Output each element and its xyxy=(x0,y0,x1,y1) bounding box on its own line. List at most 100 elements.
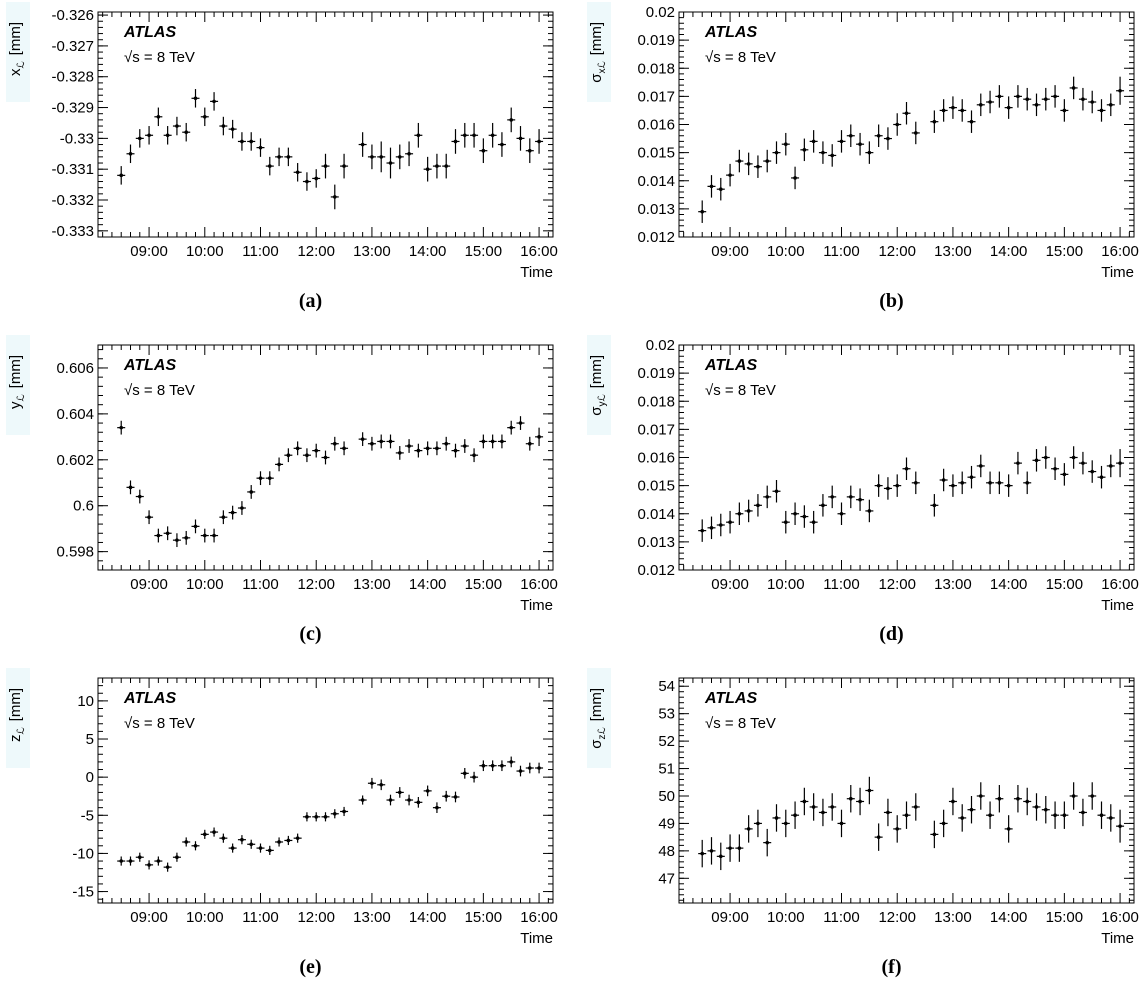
point-marker xyxy=(951,483,955,488)
point-marker xyxy=(700,528,705,533)
point-marker xyxy=(997,796,1002,801)
point-marker xyxy=(811,520,816,524)
xtick-label: 13:00 xyxy=(934,243,972,260)
xtick-label: 11:00 xyxy=(823,243,859,260)
point-marker xyxy=(342,809,346,814)
point-marker xyxy=(240,139,244,144)
ytick-label: 0.6 xyxy=(73,498,94,515)
point-marker xyxy=(1081,97,1085,101)
energy-label: √s = 8 TeV xyxy=(705,49,776,66)
point-marker xyxy=(886,810,890,815)
data-point xyxy=(525,436,534,451)
xtick-label: 12:00 xyxy=(878,909,916,926)
data-point xyxy=(828,144,837,167)
data-point xyxy=(340,153,349,179)
data-point xyxy=(846,124,855,147)
ytick-label: 0 xyxy=(86,769,94,786)
data-point xyxy=(358,132,367,157)
ytick-label: 0.013 xyxy=(637,201,675,218)
point-marker xyxy=(1108,103,1113,107)
data-point xyxy=(1051,457,1060,480)
ytick-label: -0.332 xyxy=(51,192,94,209)
data-point xyxy=(976,454,985,478)
data-point xyxy=(275,837,284,847)
point-marker xyxy=(709,849,714,853)
yaxis-unit: [mm] xyxy=(7,355,24,388)
point-marker xyxy=(913,131,918,135)
ytick-label: 0.017 xyxy=(637,421,675,438)
point-marker xyxy=(286,155,291,159)
data-point xyxy=(386,794,395,806)
data-point xyxy=(744,499,753,523)
panel-caption: (e) xyxy=(299,956,321,978)
ylabel-band xyxy=(6,668,30,768)
xaxis-label: Time xyxy=(1101,264,1134,281)
data-point xyxy=(716,842,725,871)
xaxis-label: Time xyxy=(1101,597,1134,614)
point-marker xyxy=(1034,458,1039,463)
point-marker xyxy=(876,835,881,839)
data-point xyxy=(395,446,404,460)
data-point xyxy=(460,439,469,453)
ytick-label: -0.33 xyxy=(60,130,94,147)
point-marker xyxy=(718,854,723,859)
point-marker xyxy=(793,176,797,180)
data-point xyxy=(293,441,302,456)
data-point xyxy=(442,436,451,451)
point-marker xyxy=(407,151,411,156)
point-marker xyxy=(746,162,751,166)
point-marker xyxy=(240,506,244,510)
ytick-label: 0.012 xyxy=(637,229,675,246)
data-point xyxy=(939,809,948,838)
ytick-label: 0.016 xyxy=(637,117,675,134)
xtick-label: 10:00 xyxy=(767,243,805,260)
point-marker xyxy=(444,794,449,799)
point-marker xyxy=(848,495,853,499)
data-point xyxy=(1106,454,1115,478)
panel-c: 0.598 0.6 0.602 0.604 0.606 09:00 10:00 11:00 12… xyxy=(6,335,558,645)
data-point xyxy=(172,116,181,136)
xtick-label: 15:00 xyxy=(465,909,503,926)
data-point xyxy=(744,152,753,176)
xtick-label: 12:00 xyxy=(297,576,335,593)
xaxis-label: Time xyxy=(520,264,553,281)
data-point xyxy=(321,153,330,179)
yaxis-label: σyℒ [mm] xyxy=(588,355,608,416)
xaxis-label: Time xyxy=(520,597,553,614)
panel-caption: (d) xyxy=(879,623,903,645)
point-marker xyxy=(397,790,402,795)
xtick-label: 14:00 xyxy=(409,576,447,593)
data-point xyxy=(763,485,772,509)
data-point xyxy=(172,533,181,548)
point-marker xyxy=(1108,816,1113,820)
data-point xyxy=(958,99,967,122)
point-marker xyxy=(811,139,816,144)
data-point xyxy=(535,129,544,154)
data-point xyxy=(1032,449,1041,472)
point-marker xyxy=(286,453,291,458)
data-point xyxy=(930,110,939,133)
data-point xyxy=(442,153,451,179)
data-point xyxy=(1069,782,1078,810)
data-point xyxy=(414,796,423,808)
point-marker xyxy=(1016,461,1020,465)
data-point xyxy=(330,436,339,451)
point-marker xyxy=(202,114,207,119)
data-point xyxy=(883,798,892,827)
data-point xyxy=(135,852,144,862)
data-point xyxy=(772,480,781,503)
point-marker xyxy=(960,816,965,820)
data-point xyxy=(470,771,479,783)
point-marker xyxy=(462,444,467,448)
point-marker xyxy=(997,94,1002,99)
yaxis-symbol: x xyxy=(7,68,24,76)
point-marker xyxy=(147,133,151,138)
data-point xyxy=(284,147,293,167)
data-point xyxy=(809,130,818,153)
point-marker xyxy=(137,136,142,141)
point-marker xyxy=(518,421,523,425)
ylabel-band xyxy=(587,2,611,102)
data-point xyxy=(525,762,534,774)
data-point xyxy=(818,798,827,827)
